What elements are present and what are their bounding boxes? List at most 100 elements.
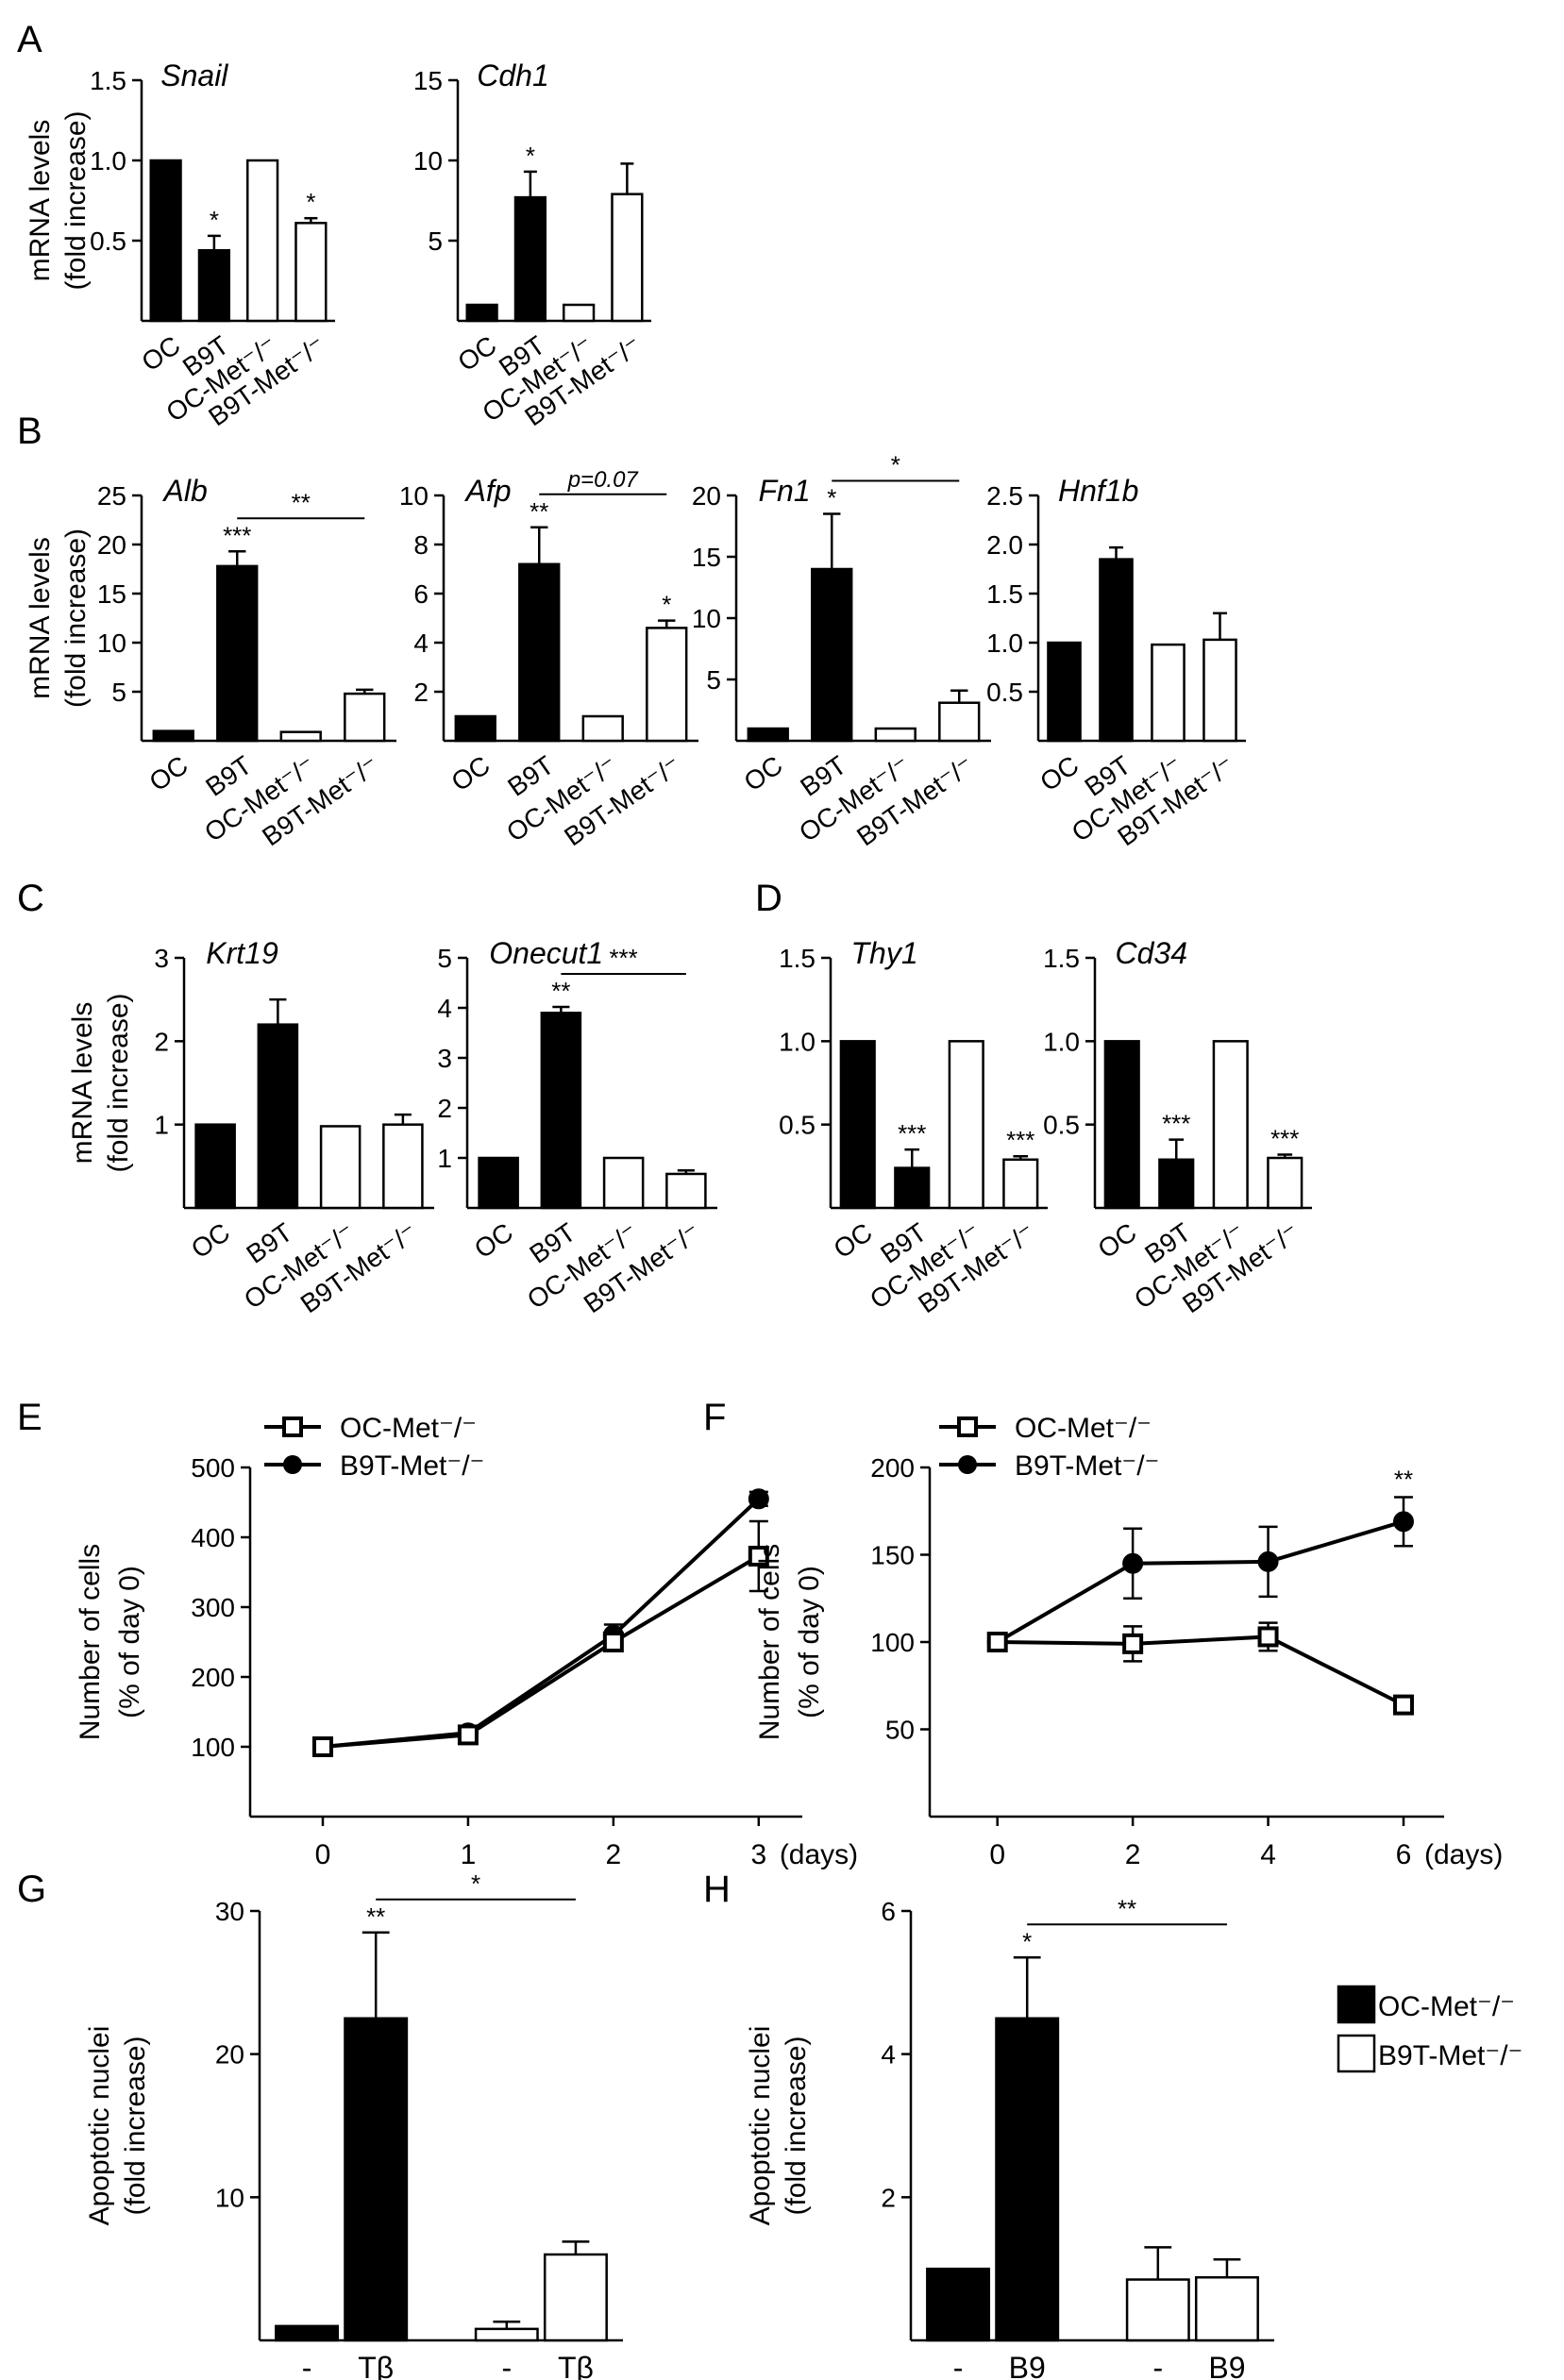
panel-2: B 5 10 15 20 25 mRNA levels (fold increase) OC **… — [17, 411, 396, 851]
panel-10: E 100 200 300 400 500 Number of cells (% of day… — [17, 1397, 858, 1870]
y-axis-label: (fold increase) — [120, 2036, 151, 2215]
x-tick-label: 0 — [989, 1839, 1005, 1870]
panel-label: G — [17, 1869, 46, 1910]
data-point — [748, 1488, 769, 1510]
bar — [152, 729, 194, 743]
legend-marker — [957, 1416, 978, 1437]
bar — [811, 567, 853, 743]
bar — [995, 2017, 1060, 2342]
y-tick-label: 4 — [413, 629, 429, 658]
significance-label: * — [662, 591, 671, 619]
legend-label: B9T-Met⁻/⁻ — [340, 1450, 484, 1482]
panel-5: 0.51.01.52.02.5OCB9TOC-Met⁻/⁻B9T-Met⁻/⁻H… — [986, 474, 1246, 851]
legend-marker — [282, 1416, 303, 1437]
y-tick-label: 1.5 — [986, 579, 1023, 609]
bar — [1099, 558, 1134, 743]
y-tick-label: 300 — [191, 1593, 235, 1622]
gene-title: Krt19 — [206, 936, 278, 970]
y-tick-label: 2 — [413, 678, 429, 707]
bar — [665, 1172, 707, 1210]
x-tick-label: OC — [143, 750, 193, 796]
bar — [344, 2017, 409, 2342]
gene-title: Alb — [162, 474, 208, 508]
y-tick-label: 20 — [215, 2040, 244, 2070]
bar — [518, 562, 561, 743]
series-line — [322, 1497, 761, 1749]
panel-label: H — [703, 1869, 731, 1910]
data-point — [1257, 1626, 1279, 1648]
significance-label: *** — [1270, 1124, 1299, 1152]
bar — [747, 727, 789, 743]
y-tick-label: 15 — [413, 66, 443, 95]
y-tick-label: 10 — [97, 629, 126, 658]
legend-marker — [958, 1455, 977, 1474]
bar — [257, 1023, 299, 1210]
data-point — [602, 1632, 624, 1652]
x-tick-label: Tβ — [558, 2351, 594, 2380]
panel-label: A — [17, 19, 42, 60]
y-tick-label: 100 — [191, 1733, 235, 1762]
y-tick-label: 0.5 — [779, 1111, 816, 1140]
bar — [1212, 1040, 1249, 1210]
significance-label: *** — [898, 1119, 926, 1148]
panel-12: G 10 20 30 Apoptotic nuclei (fold increase) - *… — [17, 1869, 623, 2380]
series-line — [996, 1519, 1404, 1644]
y-tick-label: 20 — [692, 481, 721, 511]
bracket-label: p=0.07 — [567, 467, 640, 493]
data-point — [748, 1545, 769, 1567]
legend-label: OC-Met⁻/⁻ — [340, 1413, 477, 1444]
bar — [279, 730, 322, 743]
panel-label: F — [703, 1397, 726, 1438]
bar — [382, 1123, 424, 1210]
x-tick-label: OC — [469, 1217, 518, 1264]
panel-3: 246810OC**B9TOC-Met⁻/⁻*B9T-Met⁻/⁻p=0.07A… — [399, 467, 698, 851]
series-line — [322, 1554, 760, 1749]
y-tick-label: 1.5 — [779, 944, 816, 973]
bar — [197, 248, 231, 323]
y-tick-label: 5 — [706, 665, 721, 695]
x-tick-label: 6 — [1396, 1839, 1412, 1870]
y-tick-label: 2.5 — [986, 481, 1023, 511]
y-tick-label: 100 — [870, 1628, 915, 1657]
panel-9: 0.51.01.5OC***B9TOC-Met⁻/⁻***B9T-Met⁻/⁻C… — [1043, 936, 1312, 1318]
data-point — [311, 1736, 333, 1757]
significance-label: *** — [1162, 1110, 1190, 1138]
bar — [926, 2267, 991, 2342]
data-point — [457, 1724, 479, 1746]
data-point — [1257, 1550, 1279, 1572]
y-tick-label: 3 — [154, 944, 169, 973]
y-tick-label: 2 — [154, 1027, 169, 1056]
y-axis-label: mRNA levels — [25, 120, 56, 282]
data-point — [1122, 1552, 1144, 1574]
bar — [344, 692, 386, 743]
y-tick-label: 4 — [437, 994, 452, 1023]
y-tick-label: 0.5 — [1043, 1111, 1080, 1140]
x-tick-label: OC — [1092, 1217, 1141, 1264]
y-tick-label: 30 — [215, 1897, 244, 1926]
x-tick-label: 2 — [606, 1839, 622, 1870]
significance-label: * — [210, 206, 219, 234]
panel-label: C — [17, 878, 44, 919]
data-point — [1392, 1511, 1414, 1533]
x-tick-label: OC — [738, 750, 787, 796]
bracket-label: * — [891, 451, 900, 479]
x-tick-label: B9 — [1208, 2351, 1245, 2380]
y-axis-label: Number of cells — [75, 1544, 106, 1740]
bar — [1047, 641, 1082, 743]
bar — [275, 2324, 340, 2342]
significance-label: ** — [1394, 1465, 1413, 1493]
legend-label: B9T-Met⁻/⁻ — [1378, 2040, 1522, 2071]
y-tick-label: 10 — [215, 2183, 244, 2212]
bar — [948, 1040, 984, 1210]
y-tick-label: 1.0 — [779, 1027, 816, 1056]
y-tick-label: 25 — [97, 481, 126, 511]
significance-label: *** — [223, 521, 251, 549]
x-tick-label: - — [501, 2351, 512, 2380]
x-tick-label: 4 — [1260, 1839, 1276, 1870]
y-tick-label: 2.0 — [986, 530, 1023, 560]
data-point — [1392, 1694, 1414, 1716]
x-tick-label: - — [1152, 2351, 1163, 2380]
x-tick-label: 3 — [750, 1839, 766, 1870]
